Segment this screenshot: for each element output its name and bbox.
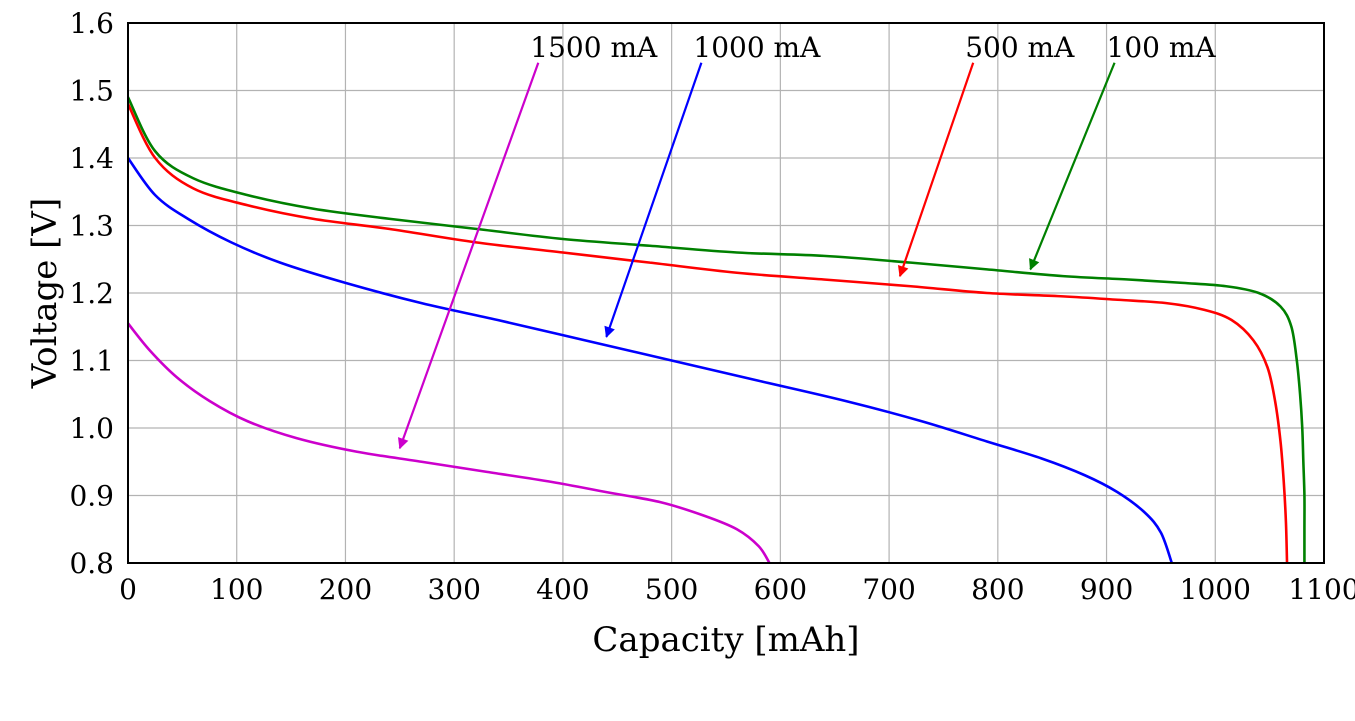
x-tick-label: 300 [427,573,480,606]
x-tick-label: 500 [645,573,698,606]
y-tick-label: 1.5 [69,74,114,107]
series-green [128,97,1305,563]
callout-label-magenta: 1500 mA [530,31,658,64]
x-tick-label: 600 [754,573,807,606]
x-tick-label: 400 [536,573,589,606]
callout-label-red: 500 mA [965,31,1075,64]
callout-arrow-red [900,63,973,276]
y-axis-label: Voltage [V] [25,198,65,390]
y-tick-label: 1.2 [69,277,114,310]
x-tick-label: 800 [971,573,1024,606]
callout-arrow-magenta [400,63,538,449]
y-tick-label: 0.9 [69,479,114,512]
series-magenta [128,323,769,563]
x-tick-label: 200 [319,573,372,606]
callout-arrow-green [1030,63,1114,270]
callout-arrow-blue [606,63,701,337]
y-tick-label: 1.3 [69,209,114,242]
x-tick-label: 900 [1080,573,1133,606]
tick-labels: 0 100 200 300 400 500 600 700 800 900 1000 1100 0.8 0… [69,7,1355,606]
callout-label-blue: 1000 mA [693,31,821,64]
x-axis-label: Capacity [mAh] [592,620,859,660]
x-tick-label: 700 [862,573,915,606]
x-tick-label: 100 [210,573,263,606]
callout-label-green: 100 mA [1107,31,1217,64]
x-tick-label: 1000 [1180,573,1251,606]
y-tick-label: 1.4 [69,142,114,175]
y-tick-label: 1.1 [69,344,114,377]
x-tick-label: 1100 [1288,573,1355,606]
series-layer [128,97,1305,563]
y-tick-label: 1.0 [69,412,114,445]
series-red [128,104,1287,563]
grid [128,23,1324,563]
y-tick-label: 0.8 [69,547,114,580]
y-tick-label: 1.6 [69,7,114,40]
x-tick-label: 0 [119,573,137,606]
callout-layer: 100 mA 500 mA 1000 mA 1500 mA [400,31,1217,449]
discharge-curve-chart: 100 mA 500 mA 1000 mA 1500 mA 0 100 200 300 400… [0,0,1355,721]
